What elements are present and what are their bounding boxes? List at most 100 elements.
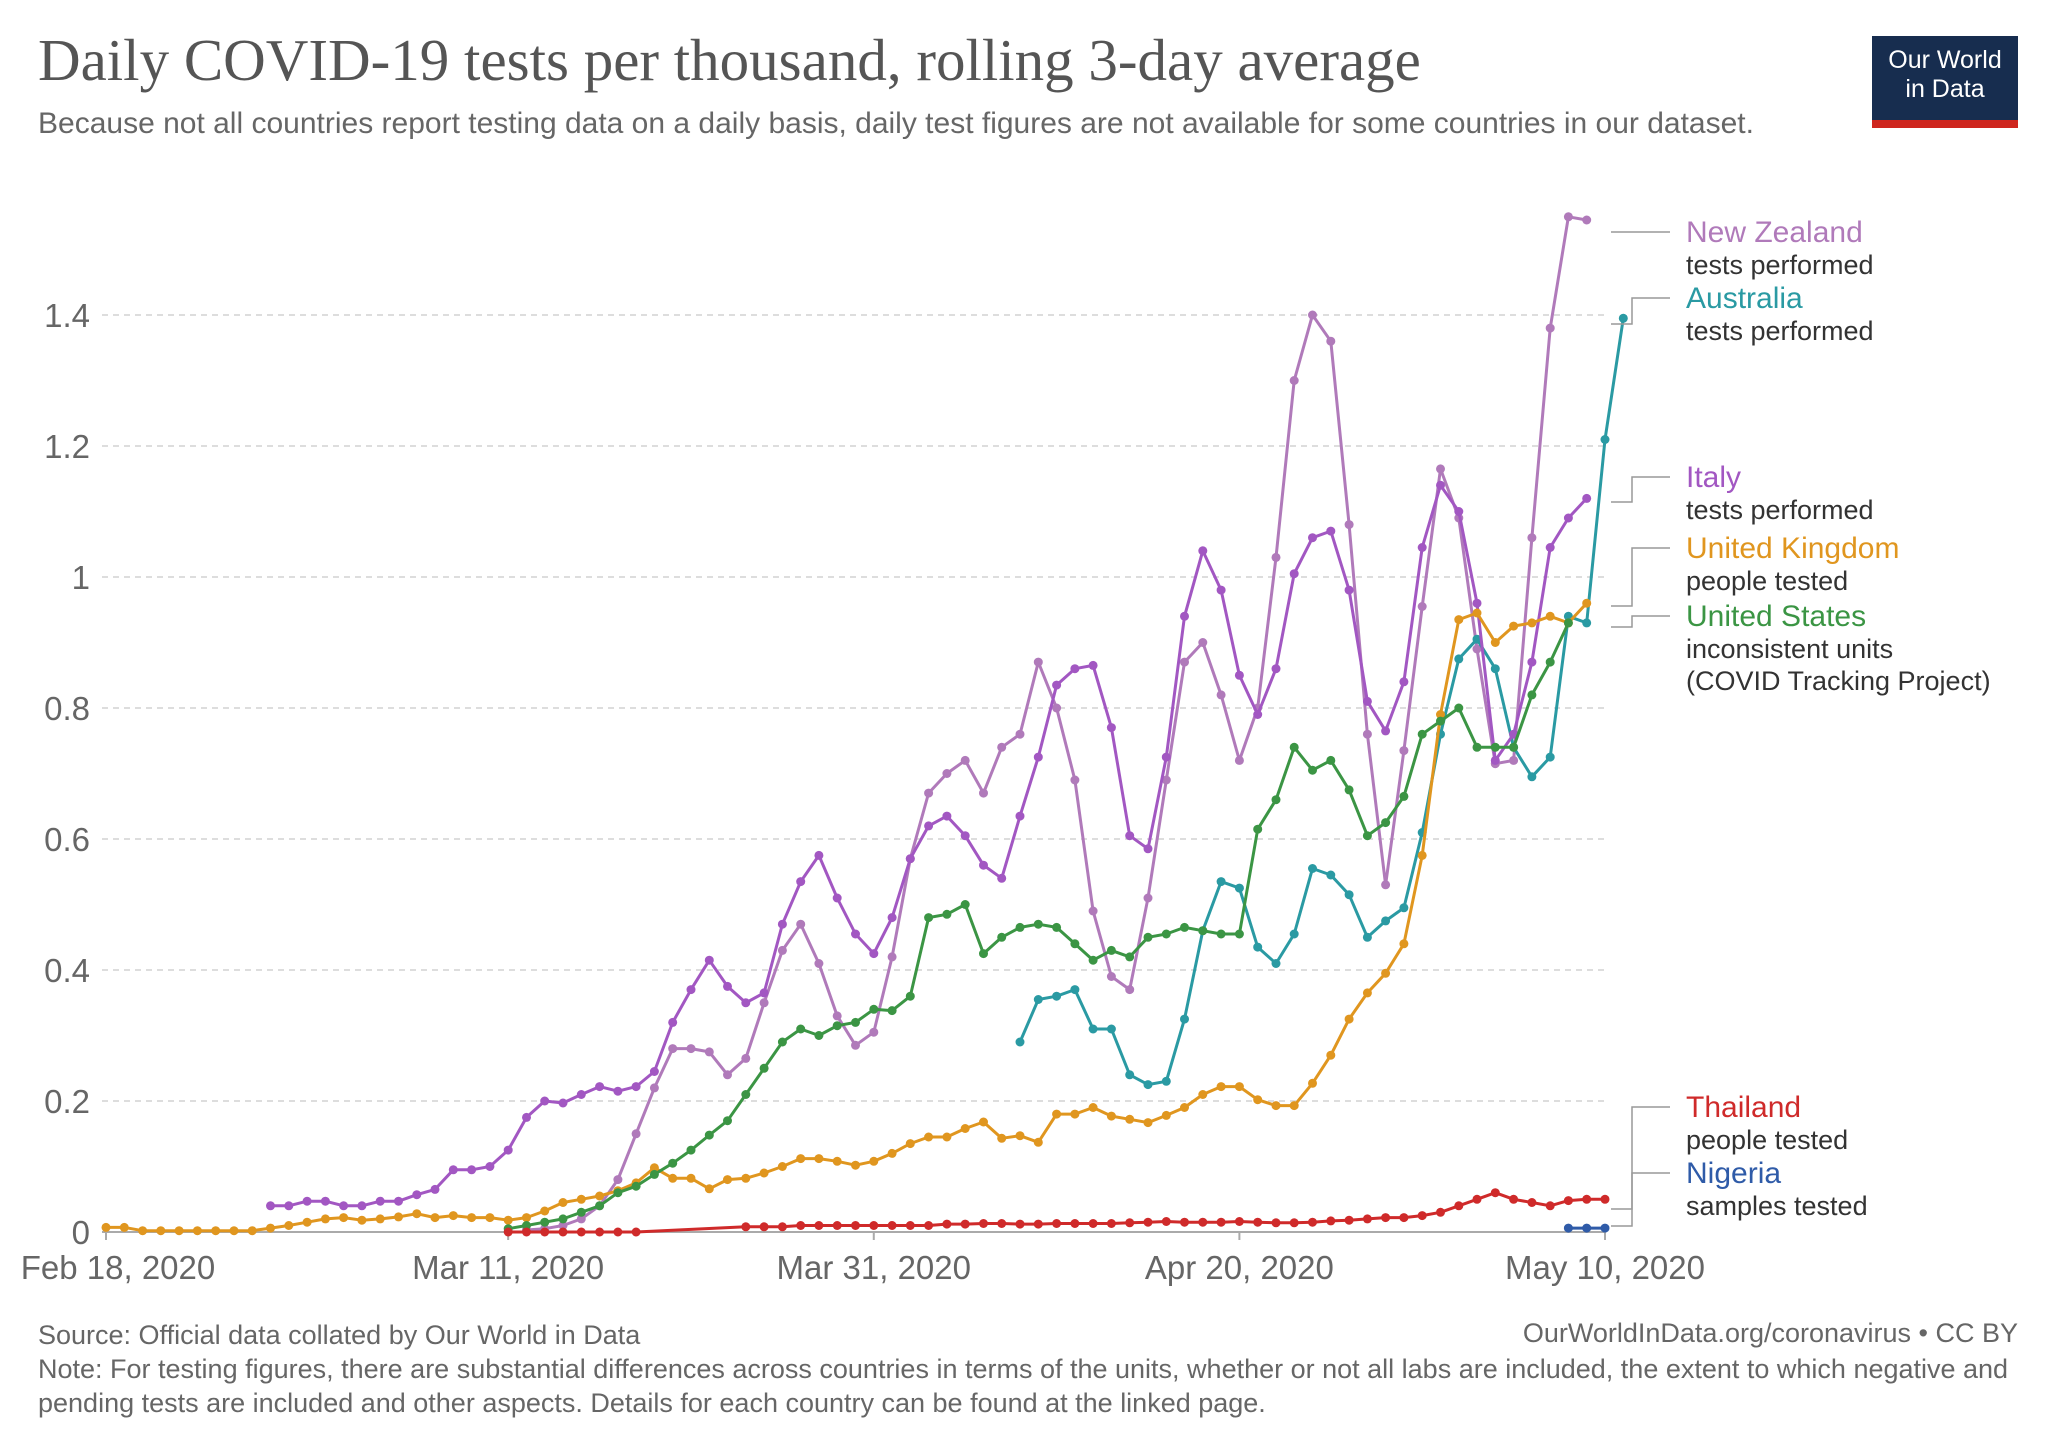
series-united-states — [503, 618, 1573, 1234]
owid-logo[interactable]: Our World in Data — [1872, 36, 2018, 128]
data-point-italy — [851, 929, 860, 939]
data-point-italy — [1161, 752, 1171, 762]
data-point-thailand — [1582, 1194, 1592, 1204]
data-point-united-kingdom — [704, 1184, 714, 1194]
legend-series-note: tests performed — [1686, 495, 1874, 525]
legend-leader-line — [1611, 297, 1670, 325]
data-point-united-kingdom — [284, 1221, 294, 1230]
data-point-united-states — [595, 1201, 605, 1211]
data-point-united-kingdom — [851, 1160, 860, 1170]
data-point-united-kingdom — [686, 1173, 696, 1183]
data-point-italy — [1563, 513, 1573, 523]
data-point-united-states — [887, 1006, 897, 1016]
axes: 0 0.2 0.4 0.6 0.8 1 1.2 1.4 Feb 18, 2020 Mar 11, … — [21, 297, 1705, 1286]
data-point-italy — [887, 913, 897, 923]
data-point-new-zealand — [704, 1047, 714, 1057]
data-point-united-states — [668, 1158, 678, 1168]
data-point-thailand — [540, 1227, 550, 1237]
data-point-united-kingdom — [320, 1214, 330, 1224]
data-point-united-kingdom — [211, 1226, 221, 1236]
data-point-thailand — [1015, 1219, 1025, 1229]
data-point-italy — [686, 985, 696, 995]
data-point-united-kingdom — [1088, 1103, 1098, 1112]
data-point-united-states — [1216, 929, 1226, 939]
data-point-italy — [905, 854, 915, 864]
data-point-new-zealand — [1216, 690, 1226, 700]
data-point-united-states — [723, 1116, 732, 1126]
legend-series-note: (COVID Tracking Project) — [1686, 666, 1991, 696]
data-point-new-zealand — [649, 1083, 659, 1093]
data-point-italy — [924, 821, 934, 831]
data-point-australia — [1472, 634, 1482, 644]
data-point-australia — [1033, 995, 1043, 1004]
data-point-thailand — [942, 1219, 952, 1229]
data-point-australia — [1381, 916, 1391, 926]
data-point-new-zealand — [1362, 729, 1372, 739]
series-lines — [101, 212, 1628, 1237]
data-point-italy — [320, 1196, 330, 1206]
data-point-new-zealand — [1289, 376, 1299, 385]
series-italy — [266, 480, 1592, 1211]
data-point-united-states — [1362, 831, 1372, 841]
data-point-united-kingdom — [357, 1215, 367, 1225]
data-point-new-zealand — [723, 1070, 732, 1080]
data-point-nigeria — [1582, 1223, 1592, 1233]
data-point-united-states — [1106, 945, 1116, 955]
series-line-italy — [270, 483, 1588, 1208]
data-point-australia — [1362, 932, 1372, 942]
data-point-new-zealand — [613, 1175, 623, 1185]
y-tick-label: 0.4 — [44, 952, 90, 989]
logo-line-2: in Data — [1905, 75, 1985, 103]
data-point-united-states — [869, 1004, 879, 1014]
data-point-united-states — [960, 900, 970, 909]
data-point-italy — [979, 860, 988, 870]
data-point-italy — [997, 873, 1007, 883]
data-point-united-states — [1509, 742, 1519, 752]
series-line-new-zealand — [526, 215, 1587, 1232]
data-point-italy — [485, 1162, 495, 1171]
data-point-italy — [1527, 657, 1537, 667]
data-point-italy — [302, 1196, 312, 1206]
data-point-united-states — [1143, 932, 1153, 942]
data-point-united-kingdom — [1234, 1082, 1244, 1092]
legend-series-name: Italy — [1686, 461, 1741, 494]
data-point-australia — [1015, 1037, 1025, 1047]
data-point-united-states — [613, 1188, 623, 1198]
x-tick-label: Mar 11, 2020 — [412, 1249, 604, 1286]
data-point-united-kingdom — [1582, 598, 1592, 608]
data-point-united-kingdom — [1527, 618, 1537, 628]
data-point-italy — [869, 949, 879, 959]
data-point-united-states — [704, 1130, 714, 1140]
data-point-italy — [668, 1017, 678, 1027]
data-point-italy — [1545, 543, 1555, 552]
source-url-link[interactable]: OurWorldInData.org/coronavirus • CC BY — [1522, 1318, 2018, 1348]
data-point-thailand — [1326, 1216, 1336, 1226]
data-point-united-kingdom — [1545, 611, 1555, 621]
data-point-thailand — [1600, 1194, 1610, 1204]
legend-series-name: United Kingdom — [1686, 532, 1899, 565]
data-point-new-zealand — [1070, 775, 1080, 785]
data-point-new-zealand — [1582, 215, 1592, 225]
data-point-australia — [1308, 864, 1317, 873]
data-point-united-states — [522, 1221, 531, 1230]
data-point-united-kingdom — [777, 1162, 787, 1171]
data-point-italy — [832, 893, 842, 903]
data-point-thailand — [503, 1227, 513, 1237]
data-point-italy — [412, 1190, 422, 1200]
data-point-united-kingdom — [1125, 1114, 1135, 1124]
data-point-thailand — [1216, 1217, 1226, 1227]
data-point-thailand — [1088, 1219, 1098, 1228]
data-point-italy — [430, 1184, 440, 1194]
data-point-italy — [1381, 726, 1391, 736]
data-point-new-zealand — [1052, 703, 1062, 713]
legend-leader-line — [1611, 476, 1670, 503]
data-point-united-kingdom — [339, 1213, 349, 1223]
data-point-thailand — [1472, 1194, 1482, 1204]
data-point-italy — [1015, 811, 1025, 821]
data-point-united-kingdom — [1143, 1118, 1153, 1128]
data-point-united-kingdom — [576, 1194, 586, 1204]
data-point-united-states — [1289, 742, 1299, 752]
data-point-italy — [595, 1082, 605, 1092]
